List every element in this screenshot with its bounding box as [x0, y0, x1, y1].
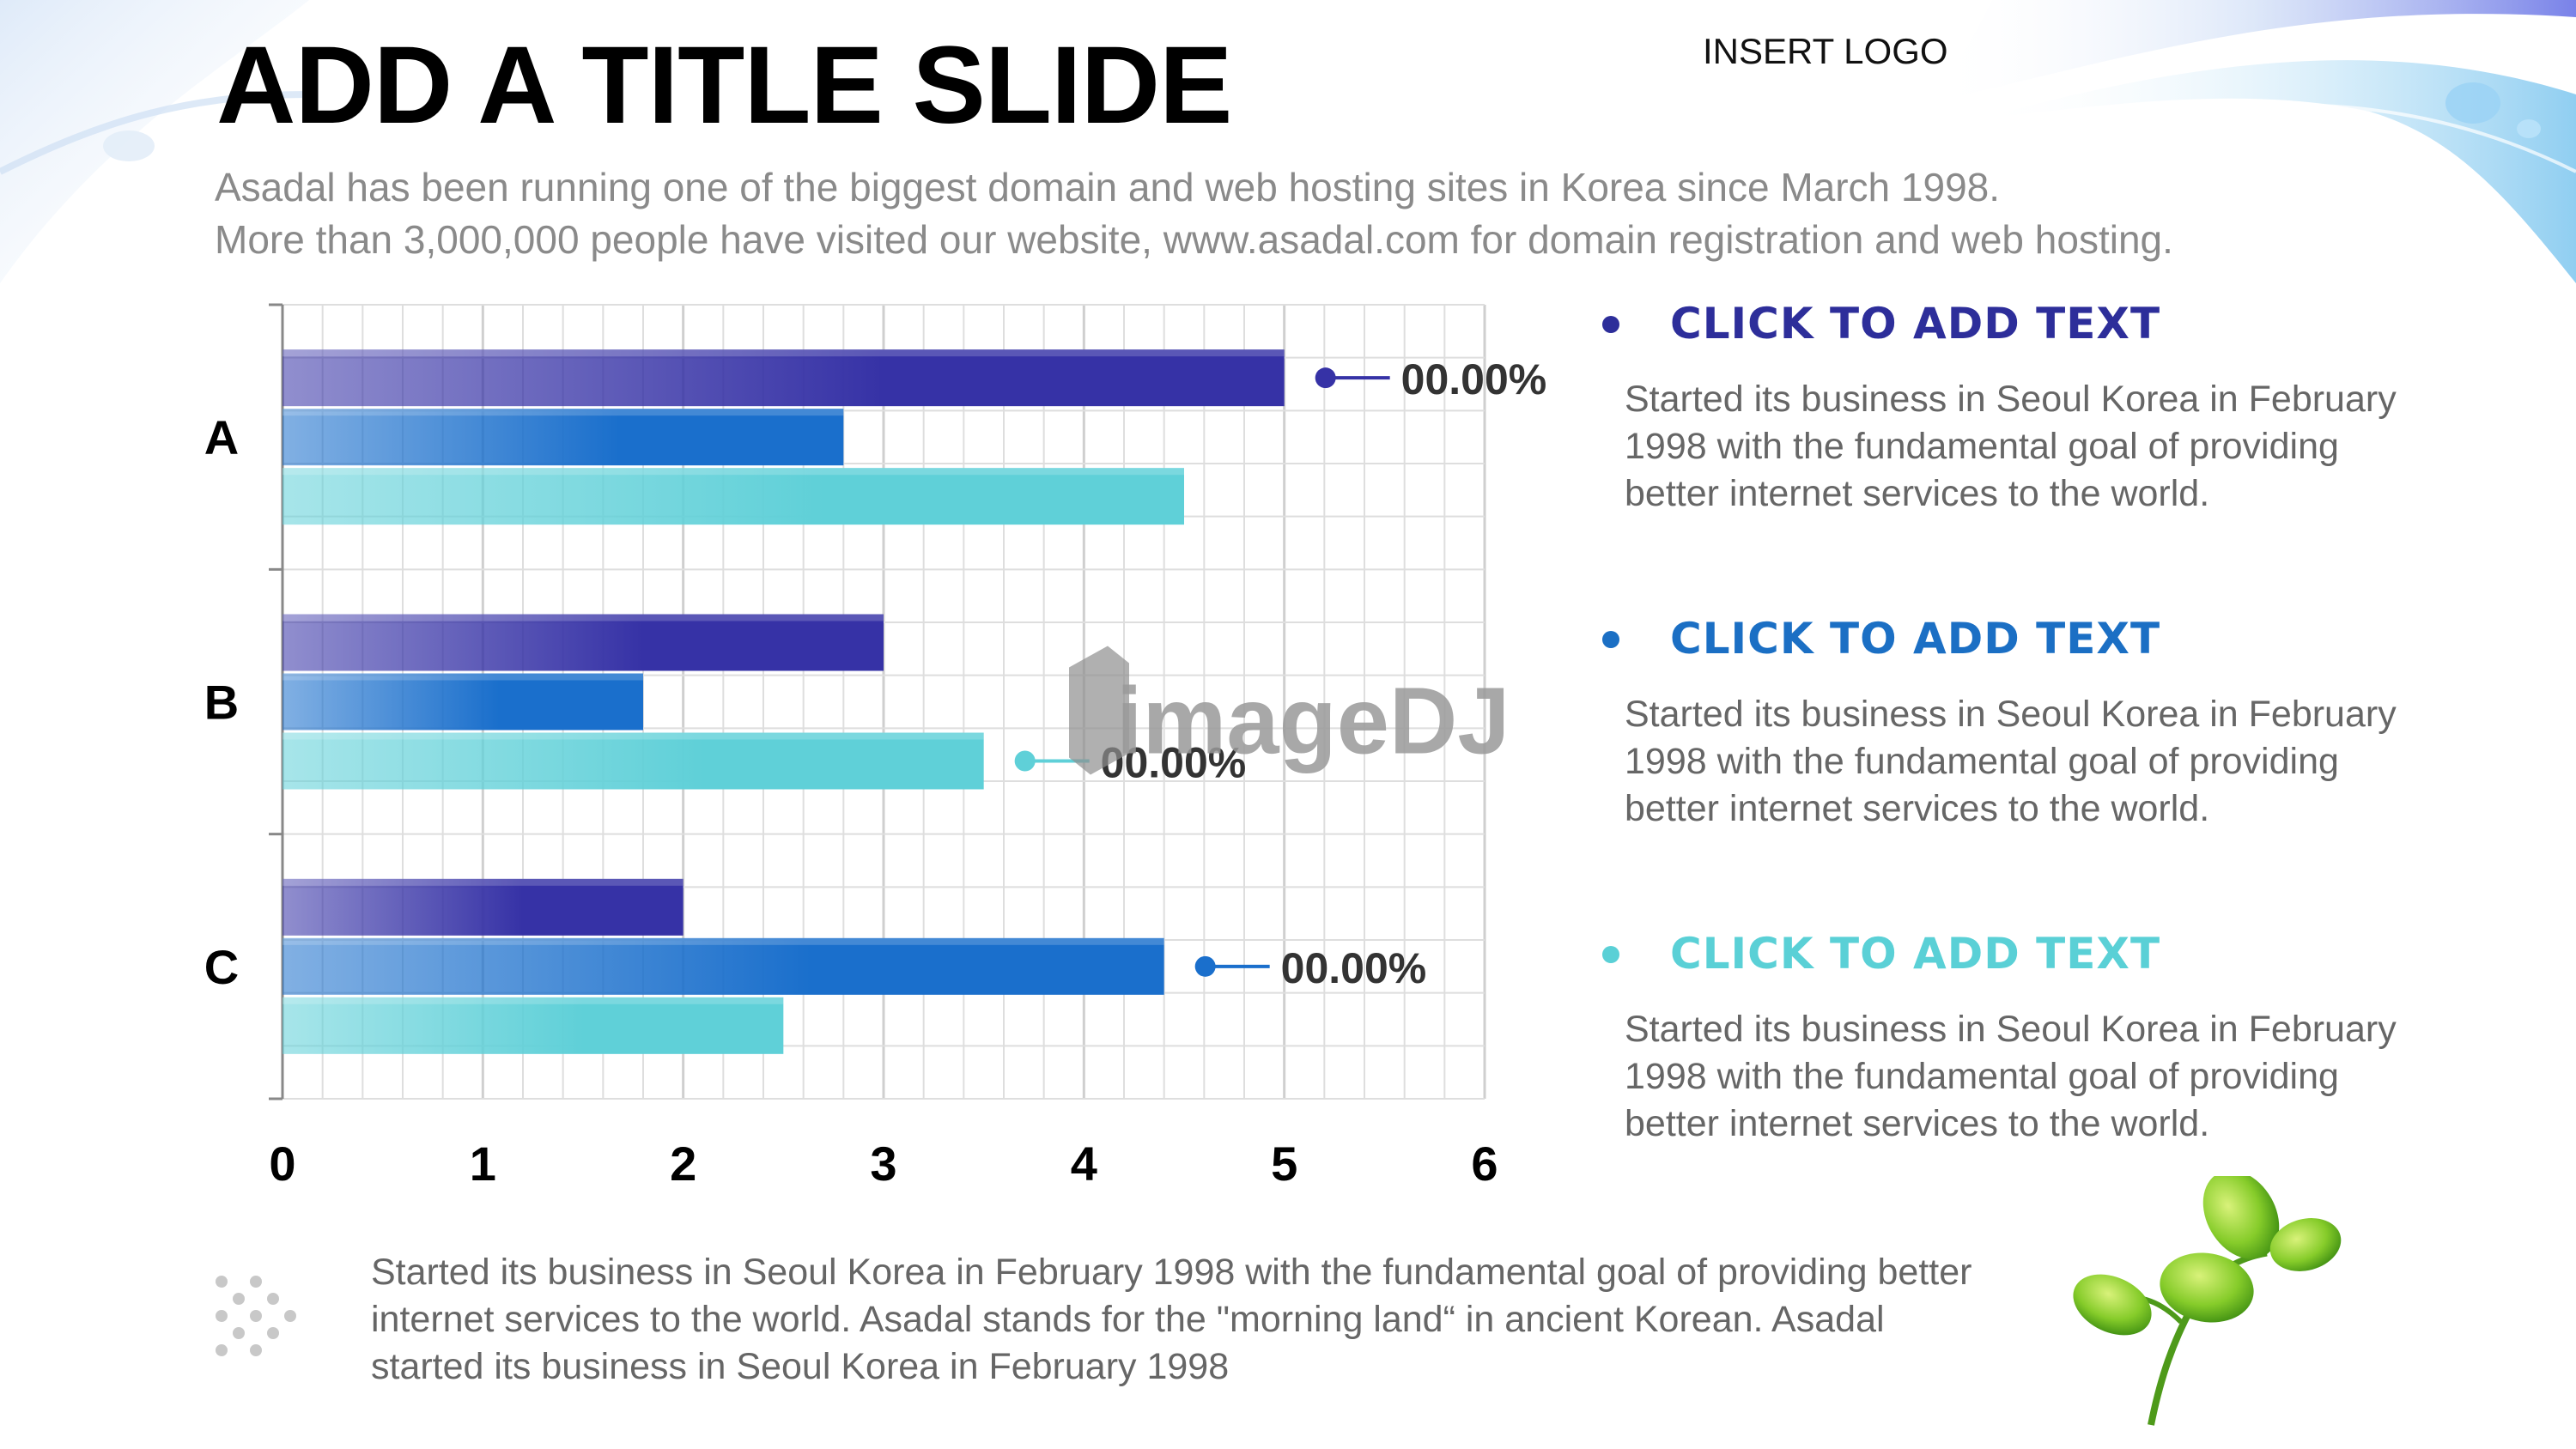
subtitle[interactable]: Asadal has been running one of the bigge… — [215, 161, 2550, 266]
dots-pattern-icon — [216, 1276, 296, 1356]
side-item-heading: CLICK TO ADD TEXT — [1670, 929, 2161, 979]
watermark-text: imageDJ — [1116, 669, 1510, 774]
x-tick-label: 0 — [269, 1137, 295, 1191]
bullet-dot-icon — [1602, 316, 1619, 333]
side-item-body: Started its business in Seoul Korea in F… — [1625, 1009, 2397, 1144]
side-item-body: Started its business in Seoul Korea in F… — [1625, 694, 2397, 829]
bar — [283, 468, 1184, 525]
x-tick-label: 4 — [1071, 1137, 1097, 1191]
bar — [283, 732, 984, 790]
category-label: B — [204, 676, 239, 730]
x-tick-label: 2 — [670, 1137, 696, 1191]
side-text-list: CLICK TO ADD TEXT Started its business i… — [1589, 292, 2447, 1237]
bullet-dot-icon — [1602, 946, 1619, 963]
annotation-label: 00.00% — [1281, 944, 1427, 992]
side-item-body: Started its business in Seoul Korea in F… — [1625, 379, 2397, 514]
x-tick-label: 1 — [470, 1137, 496, 1191]
logo-placeholder[interactable]: INSERT LOGO — [1703, 31, 1948, 71]
bar — [283, 349, 1285, 407]
bar — [283, 673, 643, 731]
bullet-dot-icon — [1602, 631, 1619, 648]
side-item-heading: CLICK TO ADD TEXT — [1670, 614, 2161, 664]
bar — [283, 937, 1164, 995]
bar-highlight — [283, 937, 1164, 945]
x-tick-label: 5 — [1271, 1137, 1297, 1191]
x-tick-label: 6 — [1471, 1137, 1498, 1191]
side-item-heading: CLICK TO ADD TEXT — [1670, 299, 2161, 349]
subtitle-line: Asadal has been running one of the bigge… — [215, 165, 2001, 209]
side-item-1[interactable]: CLICK TO ADD TEXT Started its business i… — [1589, 292, 2447, 607]
category-label: A — [204, 410, 239, 464]
footer-text[interactable]: Started its business in Seoul Korea in F… — [371, 1252, 1972, 1387]
bar — [283, 409, 844, 466]
watermark-icon — [1069, 646, 1129, 775]
bar — [283, 878, 683, 936]
side-item-2[interactable]: CLICK TO ADD TEXT Started its business i… — [1589, 607, 2447, 922]
bar-highlight — [283, 409, 844, 416]
slide-title[interactable]: ADD A TITLE SLIDE — [216, 24, 1232, 147]
bar-highlight — [283, 732, 984, 740]
side-item-3[interactable]: CLICK TO ADD TEXT Started its business i… — [1589, 922, 2447, 1237]
bar-highlight — [283, 673, 643, 681]
bar-highlight — [283, 614, 884, 621]
annotation-label: 00.00% — [1401, 355, 1547, 403]
bar — [283, 997, 784, 1054]
category-label: C — [204, 940, 239, 994]
sprout-icon — [2073, 1176, 2342, 1426]
x-tick-label: 3 — [870, 1137, 896, 1191]
bar-highlight — [283, 349, 1285, 357]
bar-highlight — [283, 997, 784, 1004]
bar — [283, 614, 884, 671]
subtitle-line: More than 3,000,000 people have visited … — [215, 217, 2173, 262]
bar-highlight — [283, 468, 1184, 476]
bar-highlight — [283, 878, 683, 886]
